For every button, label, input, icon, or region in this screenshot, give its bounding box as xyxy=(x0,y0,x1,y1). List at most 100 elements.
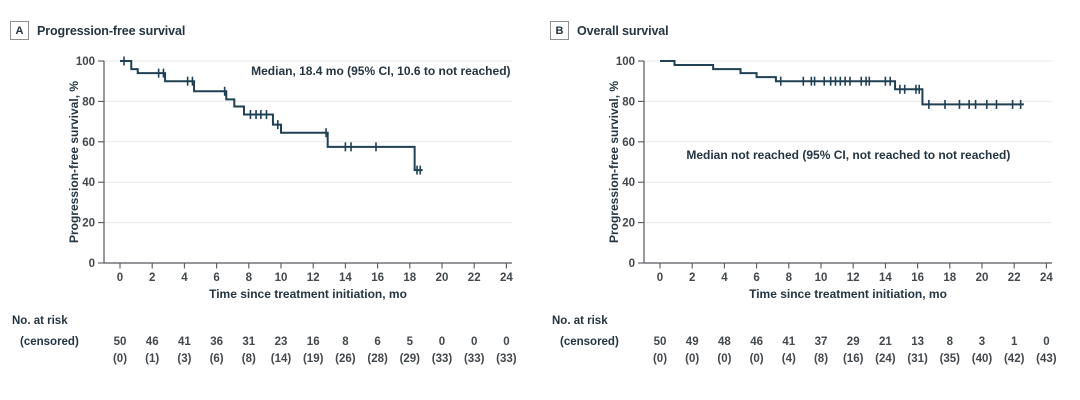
y-tick-label: 0 xyxy=(89,258,95,270)
censored-count: (40) xyxy=(972,353,993,365)
at-risk-count: 16 xyxy=(307,336,320,348)
x-tick-label: 0 xyxy=(117,272,123,284)
x-tick-label: 8 xyxy=(246,272,253,284)
censored-count: (8) xyxy=(242,353,256,365)
y-axis-label: Progression-free survival, % xyxy=(607,81,621,243)
x-tick-label: 12 xyxy=(847,272,860,284)
censored-count: (3) xyxy=(177,353,191,365)
y-axis-label: Progression-free survival, % xyxy=(67,81,81,243)
y-tick-label: 20 xyxy=(82,218,95,230)
censored-count: (1) xyxy=(145,353,159,365)
x-tick-label: 18 xyxy=(943,272,956,284)
y-tick-label: 20 xyxy=(622,218,635,230)
at-risk-count: 6 xyxy=(374,336,380,348)
at-risk-count: 1 xyxy=(1011,336,1018,348)
x-tick-label: 12 xyxy=(307,272,320,284)
censored-count: (33) xyxy=(432,353,453,365)
censored-count: (0) xyxy=(685,353,699,365)
censored-count: (16) xyxy=(843,353,864,365)
panel-a: A Progression-free survival 0 20 40 60 80 100… xyxy=(10,21,517,365)
y-tick-label: 100 xyxy=(616,56,635,68)
y-tick-label: 0 xyxy=(629,258,635,270)
censored-count: (4) xyxy=(782,353,796,365)
x-tick-label: 16 xyxy=(911,272,924,284)
y-tick-label: 40 xyxy=(622,177,635,189)
panel-b: B Overall survival 0 20 40 60 80 100 0 2 4 6 8 10 12… xyxy=(540,0,1080,400)
censored-count: (19) xyxy=(303,353,324,365)
censored-count: (0) xyxy=(750,353,764,365)
km-curve xyxy=(120,60,423,172)
y-tick-label: 40 xyxy=(82,177,95,189)
x-tick-label: 16 xyxy=(371,272,384,284)
y-tick-label: 60 xyxy=(82,137,95,149)
at-risk-count: 0 xyxy=(471,336,477,348)
x-tick-label: 20 xyxy=(976,272,989,284)
at-risk-count: 5 xyxy=(407,336,414,348)
x-tick-label: 10 xyxy=(275,272,288,284)
at-risk-count: 21 xyxy=(879,336,892,348)
censored-count: (0) xyxy=(113,353,127,365)
censored-count: (42) xyxy=(1004,353,1025,365)
x-tick-label: 18 xyxy=(403,272,416,284)
x-tick-label: 22 xyxy=(1008,272,1021,284)
censored-count: (31) xyxy=(907,353,928,365)
risk-table-label: No. at risk xyxy=(12,315,68,327)
censored-count: (6) xyxy=(210,353,224,365)
risk-table-label: No. at risk xyxy=(552,315,608,327)
panel-b-header: B Overall survival xyxy=(550,21,669,40)
x-tick-label: 14 xyxy=(879,272,892,284)
censored-count: (8) xyxy=(814,353,828,365)
at-risk-count: 36 xyxy=(210,336,223,348)
x-axis-label: Time since treatment initiation, mo xyxy=(209,287,407,301)
at-risk-count: 0 xyxy=(439,336,445,348)
censored-count: (28) xyxy=(367,353,388,365)
at-risk-count: 37 xyxy=(815,336,828,348)
censored-count: (0) xyxy=(653,353,667,365)
at-risk-count: 41 xyxy=(782,336,795,348)
y-tick-label: 80 xyxy=(622,96,635,108)
x-tick-label: 14 xyxy=(339,272,352,284)
x-tick-label: 4 xyxy=(721,272,728,284)
x-tick-label: 0 xyxy=(657,272,663,284)
x-tick-label: 2 xyxy=(149,272,155,284)
median-annotation: Median not reached (95% CI, not reached … xyxy=(686,148,1010,162)
at-risk-count: 29 xyxy=(847,336,860,348)
at-risk-count: 13 xyxy=(911,336,924,348)
panel-a-letter-box: A xyxy=(10,21,29,40)
median-annotation: Median, 18.4 mo (95% CI, 10.6 to not rea… xyxy=(251,64,510,78)
x-tick-label: 24 xyxy=(500,272,513,284)
censored-count: (26) xyxy=(335,353,356,365)
x-tick-label: 2 xyxy=(689,272,695,284)
at-risk-count: 3 xyxy=(979,336,985,348)
censored-count: (29) xyxy=(400,353,421,365)
x-tick-label: 10 xyxy=(815,272,828,284)
panel-b-letter-box: B xyxy=(550,21,569,40)
censored-count: (35) xyxy=(940,353,961,365)
panel-b-title: Overall survival xyxy=(577,23,669,38)
x-tick-label: 6 xyxy=(213,272,219,284)
censored-count: (33) xyxy=(464,353,485,365)
censored-count: (14) xyxy=(271,353,292,365)
x-axis-label: Time since treatment initiation, mo xyxy=(749,287,947,301)
at-risk-count: 31 xyxy=(242,336,255,348)
x-tick-label: 6 xyxy=(753,272,759,284)
x-tick-label: 24 xyxy=(1040,272,1053,284)
at-risk-count: 46 xyxy=(146,336,159,348)
x-tick-label: 8 xyxy=(786,272,793,284)
y-tick-label: 100 xyxy=(76,56,95,68)
censored-table-label: (censored) xyxy=(20,336,79,348)
at-risk-count: 0 xyxy=(503,336,509,348)
x-tick-label: 4 xyxy=(181,272,188,284)
x-tick-label: 20 xyxy=(436,272,449,284)
at-risk-count: 23 xyxy=(275,336,288,348)
panel-a-header: A Progression-free survival xyxy=(10,21,185,40)
at-risk-count: 41 xyxy=(178,336,191,348)
censored-count: (0) xyxy=(717,353,731,365)
censored-count: (33) xyxy=(496,353,517,365)
censored-count: (24) xyxy=(875,353,896,365)
censored-count: (43) xyxy=(1036,353,1057,365)
at-risk-count: 50 xyxy=(654,336,667,348)
at-risk-count: 8 xyxy=(947,336,954,348)
censored-table-label: (censored) xyxy=(560,336,619,348)
